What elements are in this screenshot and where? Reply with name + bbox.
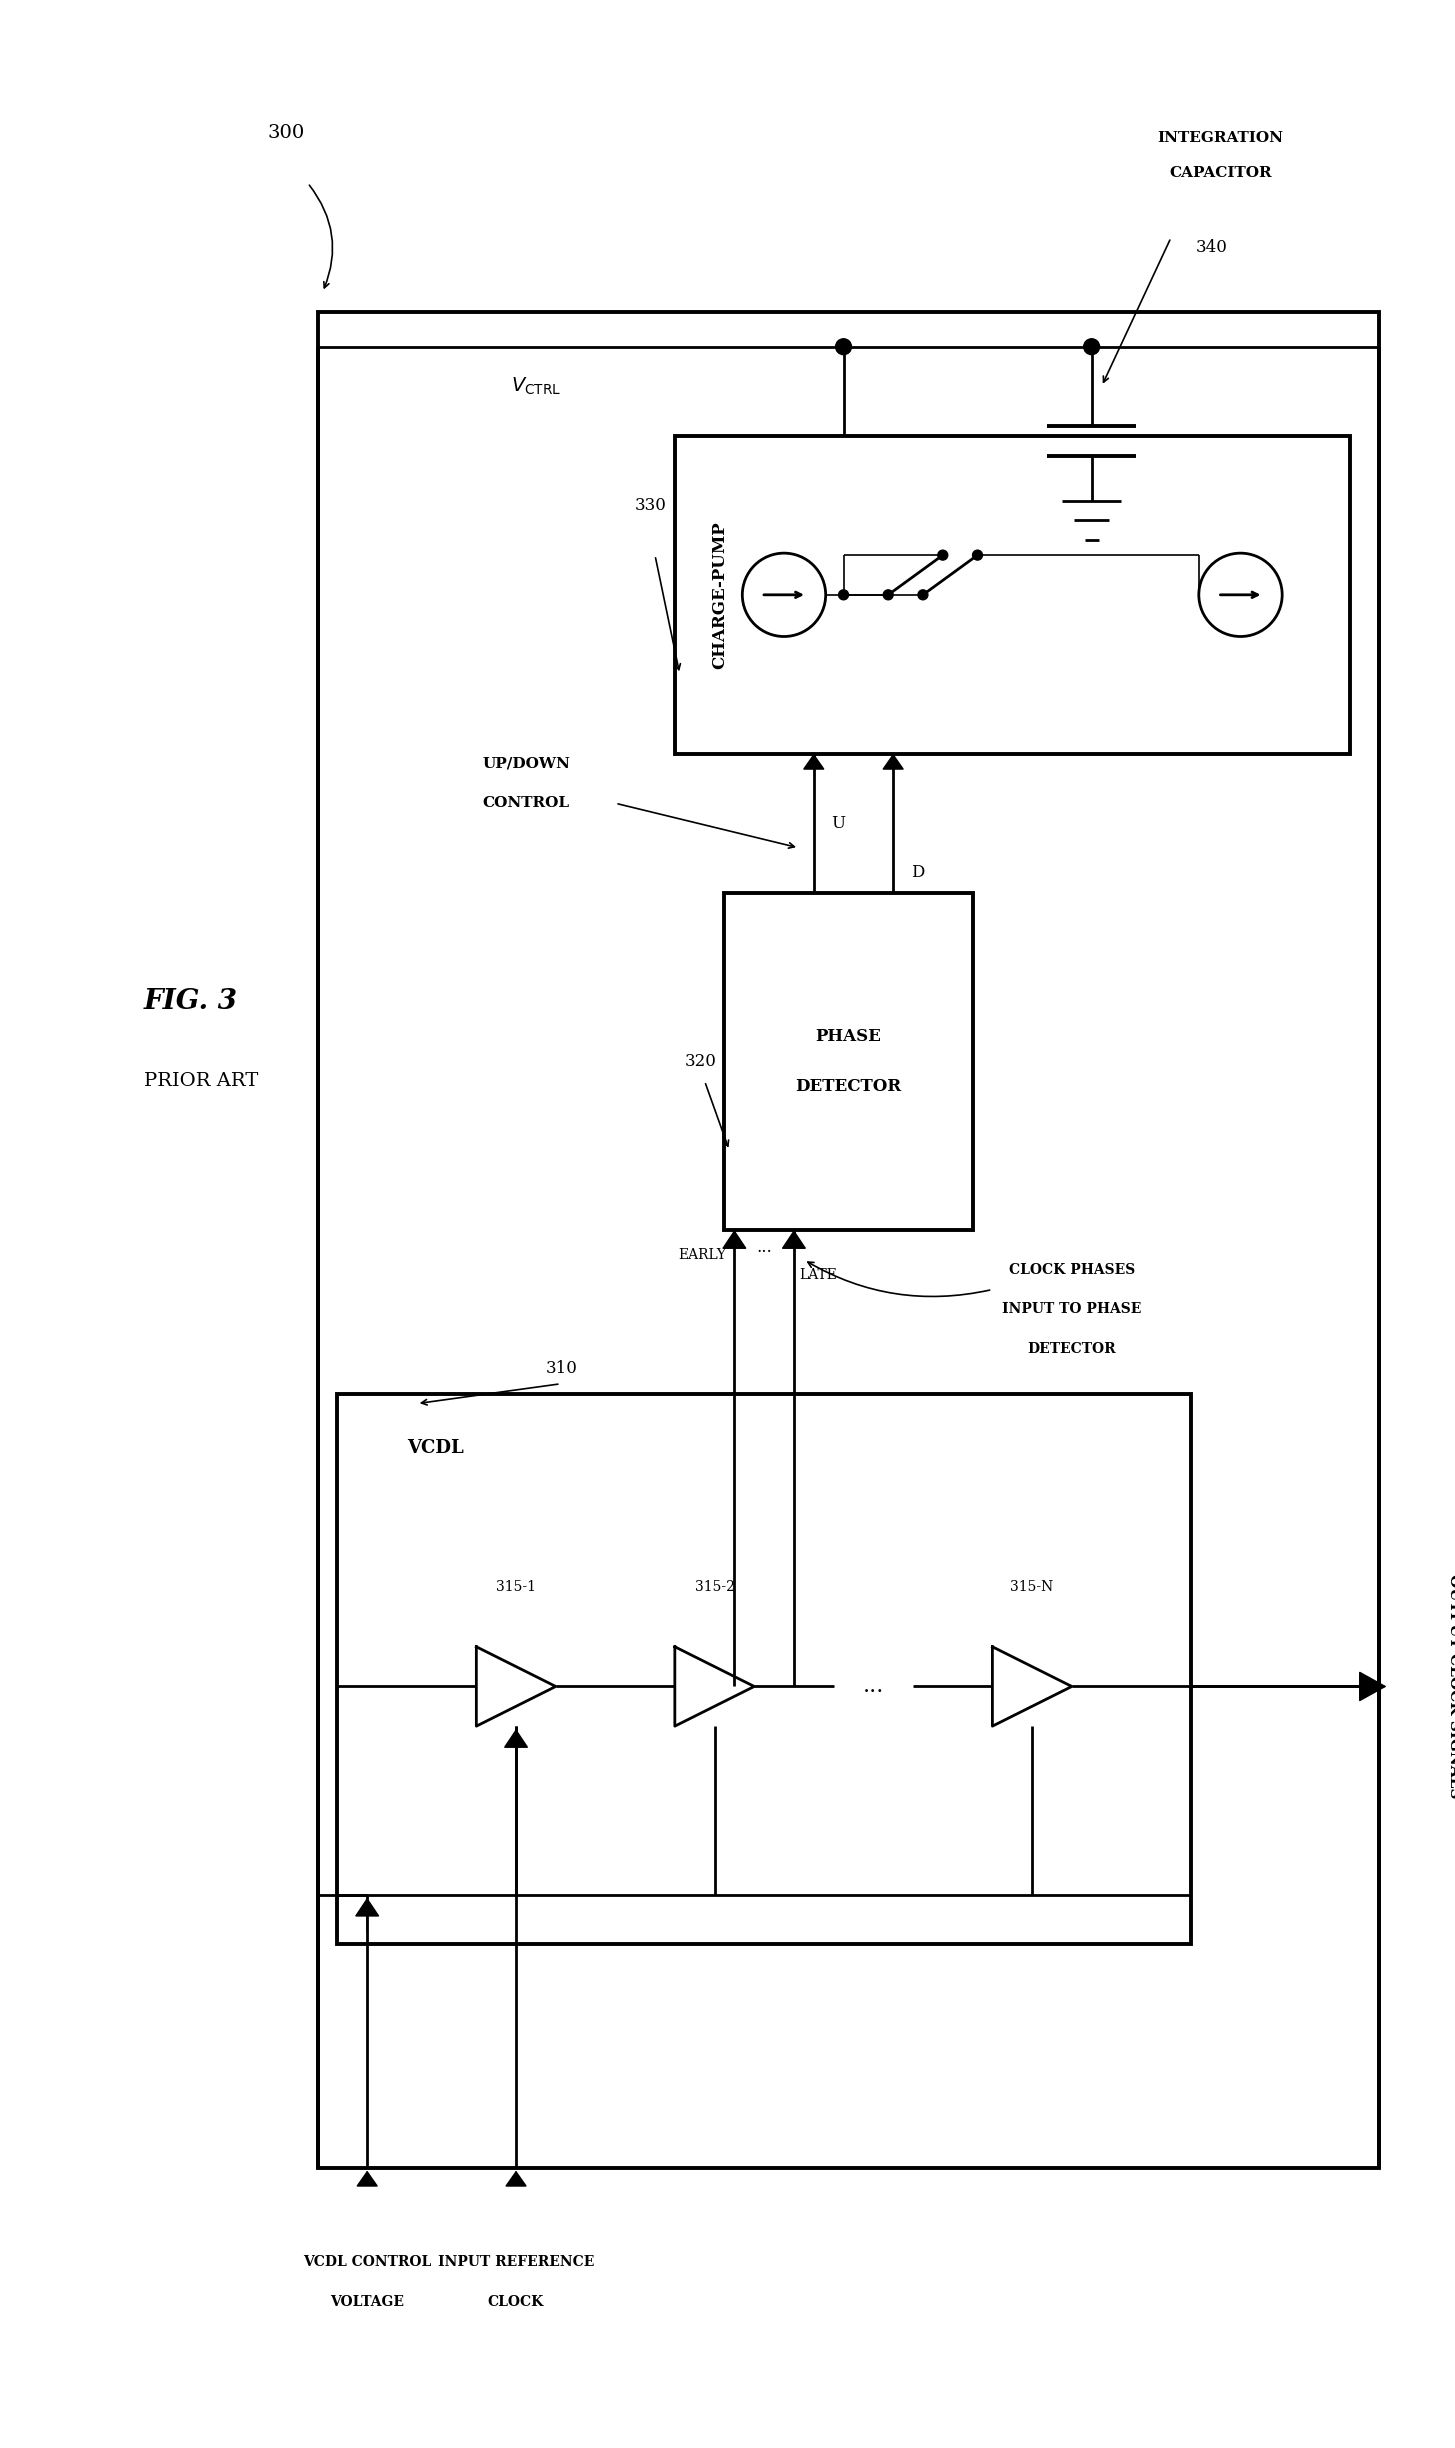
Text: D: D — [911, 864, 924, 881]
Text: CAPACITOR: CAPACITOR — [1170, 166, 1272, 181]
Text: U: U — [832, 815, 845, 832]
Text: CONTROL: CONTROL — [483, 796, 569, 810]
Text: INPUT REFERENCE: INPUT REFERENCE — [438, 2255, 594, 2269]
Text: PHASE: PHASE — [816, 1028, 882, 1045]
Text: FIG. 3: FIG. 3 — [144, 989, 239, 1016]
Text: INPUT TO PHASE: INPUT TO PHASE — [1002, 1302, 1142, 1317]
Text: $V_{\mathsf{CTRL}}$: $V_{\mathsf{CTRL}}$ — [511, 375, 562, 397]
Circle shape — [1084, 338, 1100, 355]
Text: CHARGE-PUMP: CHARGE-PUMP — [711, 521, 728, 668]
Text: 340: 340 — [1196, 240, 1228, 257]
Text: OUTPUT CLOCK SIGNALS: OUTPUT CLOCK SIGNALS — [1446, 1574, 1455, 1799]
Text: VCDL: VCDL — [407, 1439, 464, 1457]
Text: 315-2: 315-2 — [694, 1581, 735, 1594]
Text: UP/DOWN: UP/DOWN — [482, 756, 570, 771]
Circle shape — [838, 590, 848, 600]
Circle shape — [972, 551, 982, 561]
Circle shape — [883, 590, 893, 600]
Circle shape — [938, 551, 947, 561]
Bar — [675, 436, 1350, 754]
Bar — [725, 894, 972, 1229]
Text: 310: 310 — [546, 1361, 578, 1378]
Text: DETECTOR: DETECTOR — [1027, 1342, 1116, 1356]
Text: CLOCK PHASES: CLOCK PHASES — [1008, 1263, 1135, 1278]
Text: 320: 320 — [685, 1053, 717, 1070]
Text: LATE: LATE — [799, 1268, 837, 1283]
Bar — [338, 1393, 1190, 1944]
Bar — [317, 311, 1379, 2169]
Text: PRIOR ART: PRIOR ART — [144, 1072, 259, 1089]
Circle shape — [835, 338, 851, 355]
Text: ...: ... — [863, 1674, 885, 1696]
Circle shape — [918, 590, 928, 600]
Text: INTEGRATION: INTEGRATION — [1158, 132, 1283, 144]
Text: 330: 330 — [636, 497, 666, 514]
Text: 315-N: 315-N — [1010, 1581, 1053, 1594]
Text: VCDL CONTROL: VCDL CONTROL — [303, 2255, 431, 2269]
Text: CLOCK: CLOCK — [487, 2294, 544, 2308]
Text: EARLY: EARLY — [678, 1248, 726, 1261]
Text: ...: ... — [757, 1239, 773, 1256]
Text: VOLTAGE: VOLTAGE — [330, 2294, 404, 2308]
Text: 315-1: 315-1 — [496, 1581, 535, 1594]
Text: DETECTOR: DETECTOR — [796, 1077, 902, 1094]
Text: 300: 300 — [268, 125, 306, 142]
